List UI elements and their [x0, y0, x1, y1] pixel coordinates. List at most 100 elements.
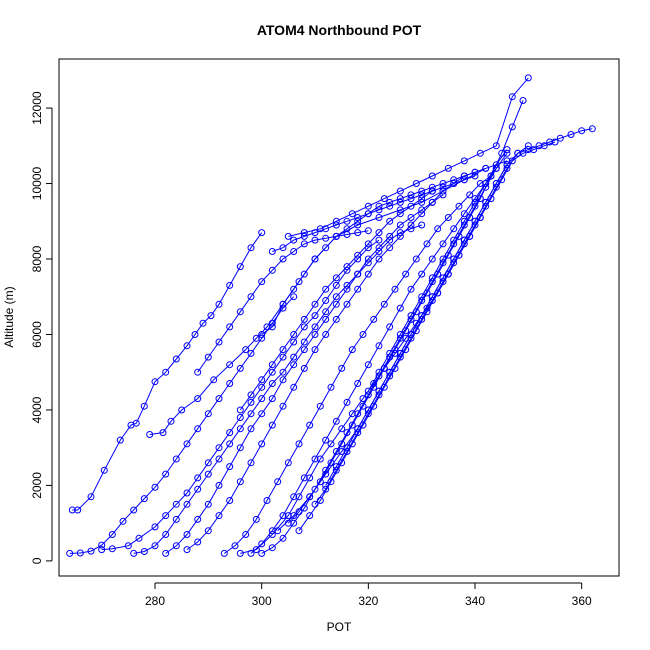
data-point: [316, 478, 324, 486]
data-point: [247, 349, 255, 357]
data-point: [364, 240, 372, 248]
data-point: [300, 364, 308, 372]
data-point: [295, 508, 303, 516]
data-point: [332, 274, 340, 282]
data-point: [268, 531, 276, 538]
data-point: [471, 168, 479, 176]
data-point: [343, 285, 351, 293]
data-point: [172, 455, 180, 463]
y-tick-label: 0: [30, 557, 44, 564]
series-line: [314, 145, 529, 505]
data-point: [327, 440, 335, 448]
data-point: [215, 512, 223, 520]
data-point: [151, 542, 159, 550]
series-16: [322, 161, 511, 489]
data-point: [386, 349, 394, 357]
data-point: [252, 546, 260, 554]
data-point: [242, 531, 250, 538]
data-point: [348, 210, 356, 218]
data-point: [183, 546, 191, 554]
data-point: [66, 549, 74, 557]
series-line: [298, 141, 556, 531]
data-point: [268, 368, 276, 376]
data-point: [327, 383, 335, 391]
data-point: [450, 176, 458, 184]
data-point: [311, 323, 319, 331]
data-point: [194, 425, 202, 433]
data-point: [295, 440, 303, 448]
data-point: [364, 202, 372, 210]
data-point: [322, 331, 330, 338]
data-point: [311, 300, 319, 308]
series-line: [186, 171, 476, 551]
data-point: [279, 300, 287, 308]
data-point: [204, 353, 212, 361]
data-point: [354, 217, 362, 225]
data-point: [226, 380, 234, 387]
data-point: [487, 172, 495, 180]
data-point: [162, 531, 170, 538]
data-point: [183, 440, 191, 448]
data-point: [418, 293, 426, 301]
data-point: [130, 549, 138, 557]
data-point: [252, 515, 260, 523]
series-6: [162, 191, 447, 557]
data-point: [183, 500, 191, 508]
data-point: [418, 191, 426, 199]
data-point: [300, 338, 308, 346]
data-point: [162, 368, 170, 376]
data-point: [247, 425, 255, 433]
x-axis-label: POT: [327, 620, 352, 634]
data-point: [191, 331, 199, 338]
data-point: [236, 263, 244, 271]
data-point: [386, 232, 394, 240]
data-point: [204, 459, 212, 467]
data-point: [428, 255, 436, 263]
data-point: [300, 315, 308, 323]
series-18: [268, 172, 479, 255]
data-point: [471, 198, 479, 206]
data-point: [172, 542, 180, 550]
data-point: [364, 227, 372, 235]
data-point: [183, 489, 191, 497]
data-point: [364, 361, 372, 369]
data-point: [343, 300, 351, 308]
data-point: [460, 172, 468, 180]
data-point: [519, 97, 527, 104]
data-point: [247, 410, 255, 418]
data-point: [231, 542, 239, 550]
y-tick-label: 4000: [30, 396, 44, 423]
data-point: [74, 506, 82, 514]
data-point: [226, 281, 234, 289]
data-point: [140, 548, 148, 555]
data-point: [236, 308, 244, 316]
data-point: [439, 274, 447, 282]
data-point: [386, 202, 394, 210]
data-point: [375, 206, 383, 214]
series-4: [98, 236, 383, 554]
data-point: [364, 406, 372, 414]
data-point: [332, 221, 340, 229]
data-point: [370, 315, 378, 323]
data-point: [263, 497, 271, 504]
data-point: [108, 545, 116, 553]
data-point: [428, 198, 436, 206]
data-point: [204, 410, 212, 418]
data-point: [322, 485, 330, 493]
data-point: [258, 331, 266, 338]
series-line: [197, 230, 369, 373]
data-point: [418, 195, 426, 203]
series-line: [288, 77, 529, 237]
data-point: [322, 244, 330, 252]
data-point: [332, 417, 340, 425]
data-point: [279, 512, 287, 520]
data-point: [316, 402, 324, 410]
data-point: [471, 172, 479, 180]
data-point: [204, 527, 212, 535]
data-point: [290, 353, 298, 361]
data-point: [215, 444, 223, 452]
data-point: [306, 474, 314, 482]
data-point: [68, 506, 76, 514]
data-point: [546, 138, 554, 146]
